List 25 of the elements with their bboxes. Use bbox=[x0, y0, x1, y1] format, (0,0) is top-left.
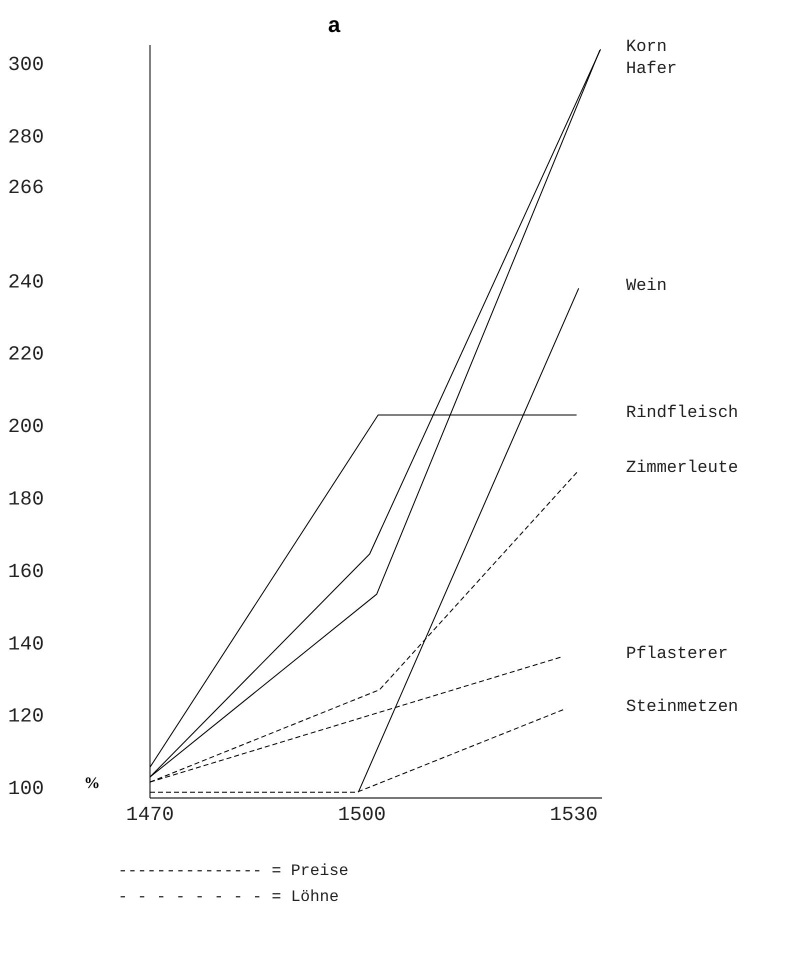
y-tick-label: 200 bbox=[8, 416, 44, 440]
y-tick-label: 100 bbox=[8, 778, 44, 802]
series-label: Hafer bbox=[626, 60, 678, 80]
text: - - - - - - - - = Löhne bbox=[118, 887, 340, 908]
x-tick-label: 1500 bbox=[338, 804, 386, 828]
y-tick-label: 180 bbox=[8, 488, 44, 512]
text: Steinmetzen bbox=[626, 698, 738, 717]
text: Rindfleisch bbox=[626, 404, 738, 423]
y-axis-title: % bbox=[84, 775, 100, 794]
text: Pflasterer bbox=[626, 645, 728, 664]
y-tick-label: 220 bbox=[8, 344, 44, 367]
series-label: Korn bbox=[626, 38, 667, 58]
y-tick-label: 280 bbox=[8, 126, 44, 150]
y-tick-label: 300 bbox=[8, 54, 44, 78]
y-tick-label: 160 bbox=[8, 560, 44, 584]
y-tick-label: 240 bbox=[8, 271, 44, 294]
text: --------------- = Preise bbox=[118, 861, 350, 882]
text: Wein bbox=[626, 277, 667, 296]
chart-title: a bbox=[328, 12, 340, 38]
x-tick-label: 1470 bbox=[126, 804, 174, 828]
y-tick-label: 120 bbox=[8, 706, 44, 729]
y-tick-label: 266 bbox=[8, 177, 44, 200]
x-tick-label: 1530 bbox=[550, 804, 598, 828]
text: Zimmerleute bbox=[626, 459, 738, 478]
y-tick-label: 140 bbox=[8, 633, 44, 656]
